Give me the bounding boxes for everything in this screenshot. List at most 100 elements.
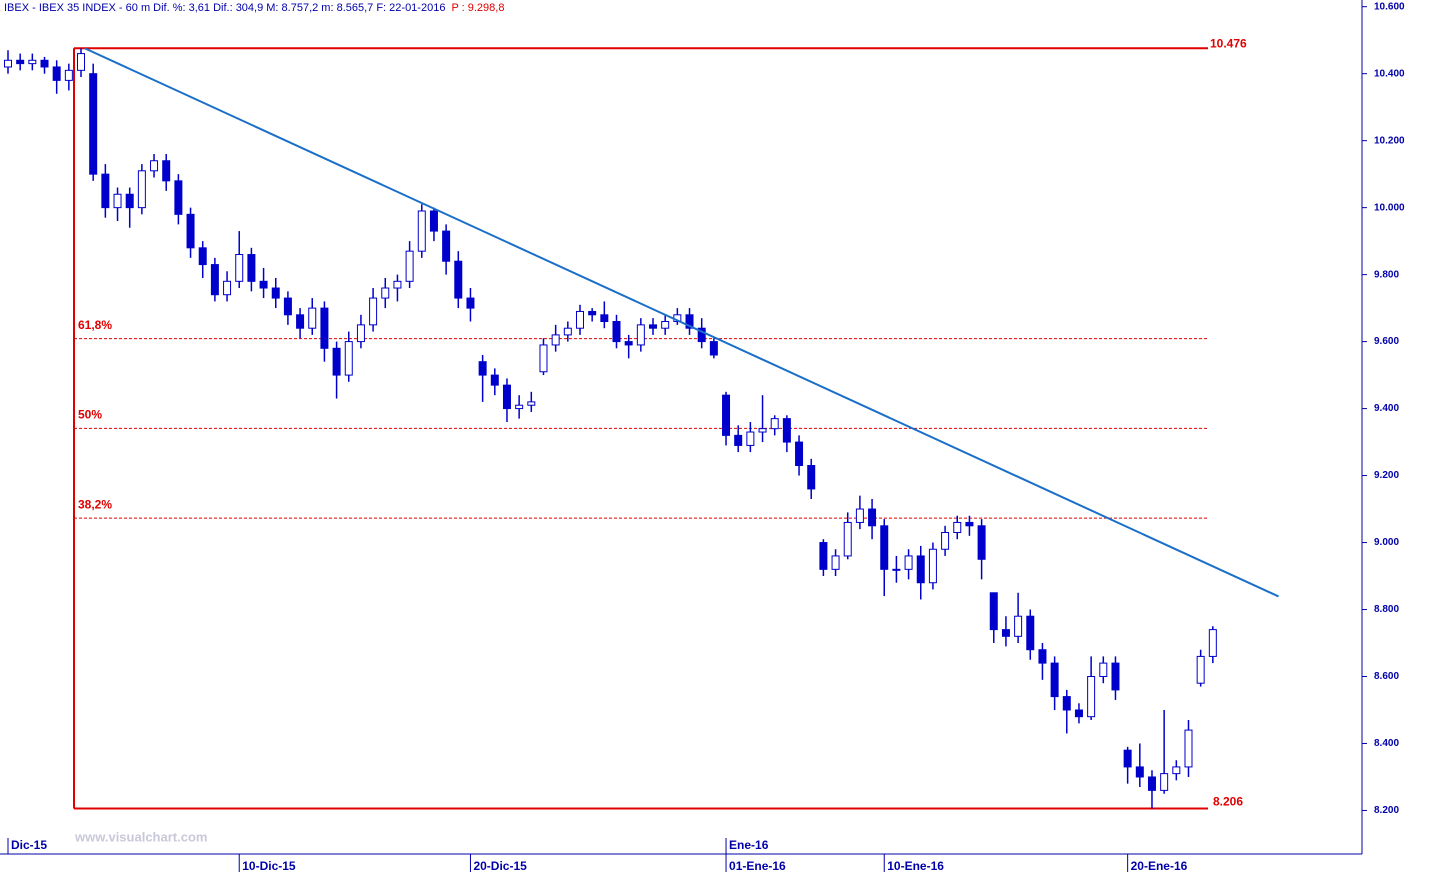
candle-body bbox=[1038, 649, 1047, 664]
y-tick-label: 9.200 bbox=[1374, 470, 1399, 481]
candle-body bbox=[381, 287, 390, 299]
candle-body bbox=[1111, 662, 1120, 691]
candle-body bbox=[1208, 629, 1217, 657]
y-tick-label: 10.600 bbox=[1374, 1, 1405, 12]
candle-body bbox=[1160, 773, 1169, 791]
candle-body bbox=[198, 247, 207, 266]
candle-body bbox=[758, 428, 767, 433]
candle-body bbox=[953, 521, 962, 533]
candle-body bbox=[332, 347, 341, 376]
candle-body bbox=[563, 327, 572, 336]
candle-body bbox=[928, 548, 937, 584]
candle-body bbox=[1184, 729, 1193, 768]
candle-body bbox=[722, 394, 731, 436]
y-tick-label: 9.000 bbox=[1374, 537, 1399, 548]
candle-body bbox=[356, 324, 365, 343]
x-tick-label: 10-Dic-15 bbox=[242, 859, 296, 873]
candle-body bbox=[795, 441, 804, 467]
candle-body bbox=[247, 254, 256, 282]
y-tick-label: 8.200 bbox=[1374, 805, 1399, 816]
candle-body bbox=[283, 297, 292, 316]
candle-body bbox=[819, 542, 828, 570]
candle-body bbox=[344, 341, 353, 376]
candle-body bbox=[1099, 662, 1108, 678]
candle-body bbox=[1135, 766, 1144, 778]
candle-body bbox=[843, 521, 852, 557]
candle-body bbox=[709, 341, 718, 356]
last-price: P : 9.298,8 bbox=[451, 2, 504, 14]
candle-body bbox=[490, 374, 499, 386]
candle-body bbox=[575, 310, 584, 329]
trendline bbox=[84, 47, 1279, 598]
x-tick-label: 20-Ene-16 bbox=[1131, 859, 1188, 873]
fib-level-label: 38,2% bbox=[78, 497, 112, 511]
candle-body bbox=[466, 297, 475, 309]
candle-body bbox=[916, 555, 925, 584]
candle-body bbox=[186, 213, 195, 249]
y-tick-label: 10.000 bbox=[1374, 202, 1405, 213]
candle-body bbox=[137, 170, 146, 209]
y-tick-label: 9.400 bbox=[1374, 403, 1399, 414]
candle-body bbox=[624, 341, 633, 346]
candle-body bbox=[442, 230, 451, 262]
x-tick-label: 01-Ene-16 bbox=[729, 859, 786, 873]
candle-body bbox=[746, 431, 755, 446]
candle-body bbox=[235, 254, 244, 282]
candle-body bbox=[977, 525, 986, 560]
candle-body bbox=[89, 73, 98, 175]
y-tick-label: 9.600 bbox=[1374, 336, 1399, 347]
candle-body bbox=[904, 555, 913, 570]
candle-body bbox=[369, 297, 378, 326]
candle-body bbox=[4, 59, 12, 68]
candle-body bbox=[685, 314, 694, 329]
candle-body bbox=[515, 404, 524, 410]
fib-high-label: 10.476 bbox=[1210, 36, 1247, 50]
candle-body bbox=[1123, 749, 1132, 768]
candle-body bbox=[1014, 615, 1023, 637]
candle-body bbox=[429, 210, 438, 232]
y-tick-label: 10.400 bbox=[1374, 68, 1405, 79]
candle-body bbox=[588, 310, 597, 316]
candle-body bbox=[223, 280, 232, 296]
candle-body bbox=[1074, 709, 1083, 718]
candle-body bbox=[649, 324, 658, 329]
candle-body bbox=[661, 321, 670, 329]
candle-body bbox=[1196, 655, 1205, 684]
candle-body bbox=[478, 361, 487, 376]
candle-body bbox=[101, 173, 110, 209]
candle-body bbox=[150, 160, 159, 172]
candle-body bbox=[807, 465, 816, 490]
candle-body bbox=[831, 555, 840, 570]
candle-body bbox=[308, 307, 317, 329]
candle-body bbox=[405, 250, 414, 282]
candle-body bbox=[125, 193, 134, 209]
y-tick-label: 8.800 bbox=[1374, 604, 1399, 615]
watermark: www.visualchart.com bbox=[74, 829, 207, 844]
candle-body bbox=[600, 314, 609, 323]
candle-body bbox=[16, 59, 25, 65]
candle-body bbox=[502, 384, 511, 410]
y-tick-label: 10.200 bbox=[1374, 135, 1405, 146]
candle-body bbox=[77, 53, 86, 71]
x-tick-label: 10-Ene-16 bbox=[887, 859, 944, 873]
candle-body bbox=[320, 307, 329, 349]
x-tick-label: 20-Dic-15 bbox=[473, 859, 527, 873]
y-tick-label: 9.800 bbox=[1374, 269, 1399, 280]
candle-body bbox=[734, 434, 743, 446]
y-tick-label: 8.600 bbox=[1374, 671, 1399, 682]
candle-body bbox=[989, 592, 998, 631]
candle-body bbox=[1147, 776, 1156, 791]
candle-body bbox=[1062, 696, 1071, 711]
candle-body bbox=[527, 401, 536, 406]
candle-body bbox=[259, 280, 268, 289]
candle-body bbox=[52, 66, 61, 81]
candle-body bbox=[271, 287, 280, 299]
candle-body bbox=[868, 508, 877, 527]
fib-low-label: 8.206 bbox=[1213, 795, 1243, 809]
candle-body bbox=[1026, 615, 1035, 651]
month-label: Dic-15 bbox=[11, 838, 47, 852]
candle-body bbox=[880, 525, 889, 570]
candle-body bbox=[417, 210, 426, 252]
month-label: Ene-16 bbox=[729, 838, 769, 852]
